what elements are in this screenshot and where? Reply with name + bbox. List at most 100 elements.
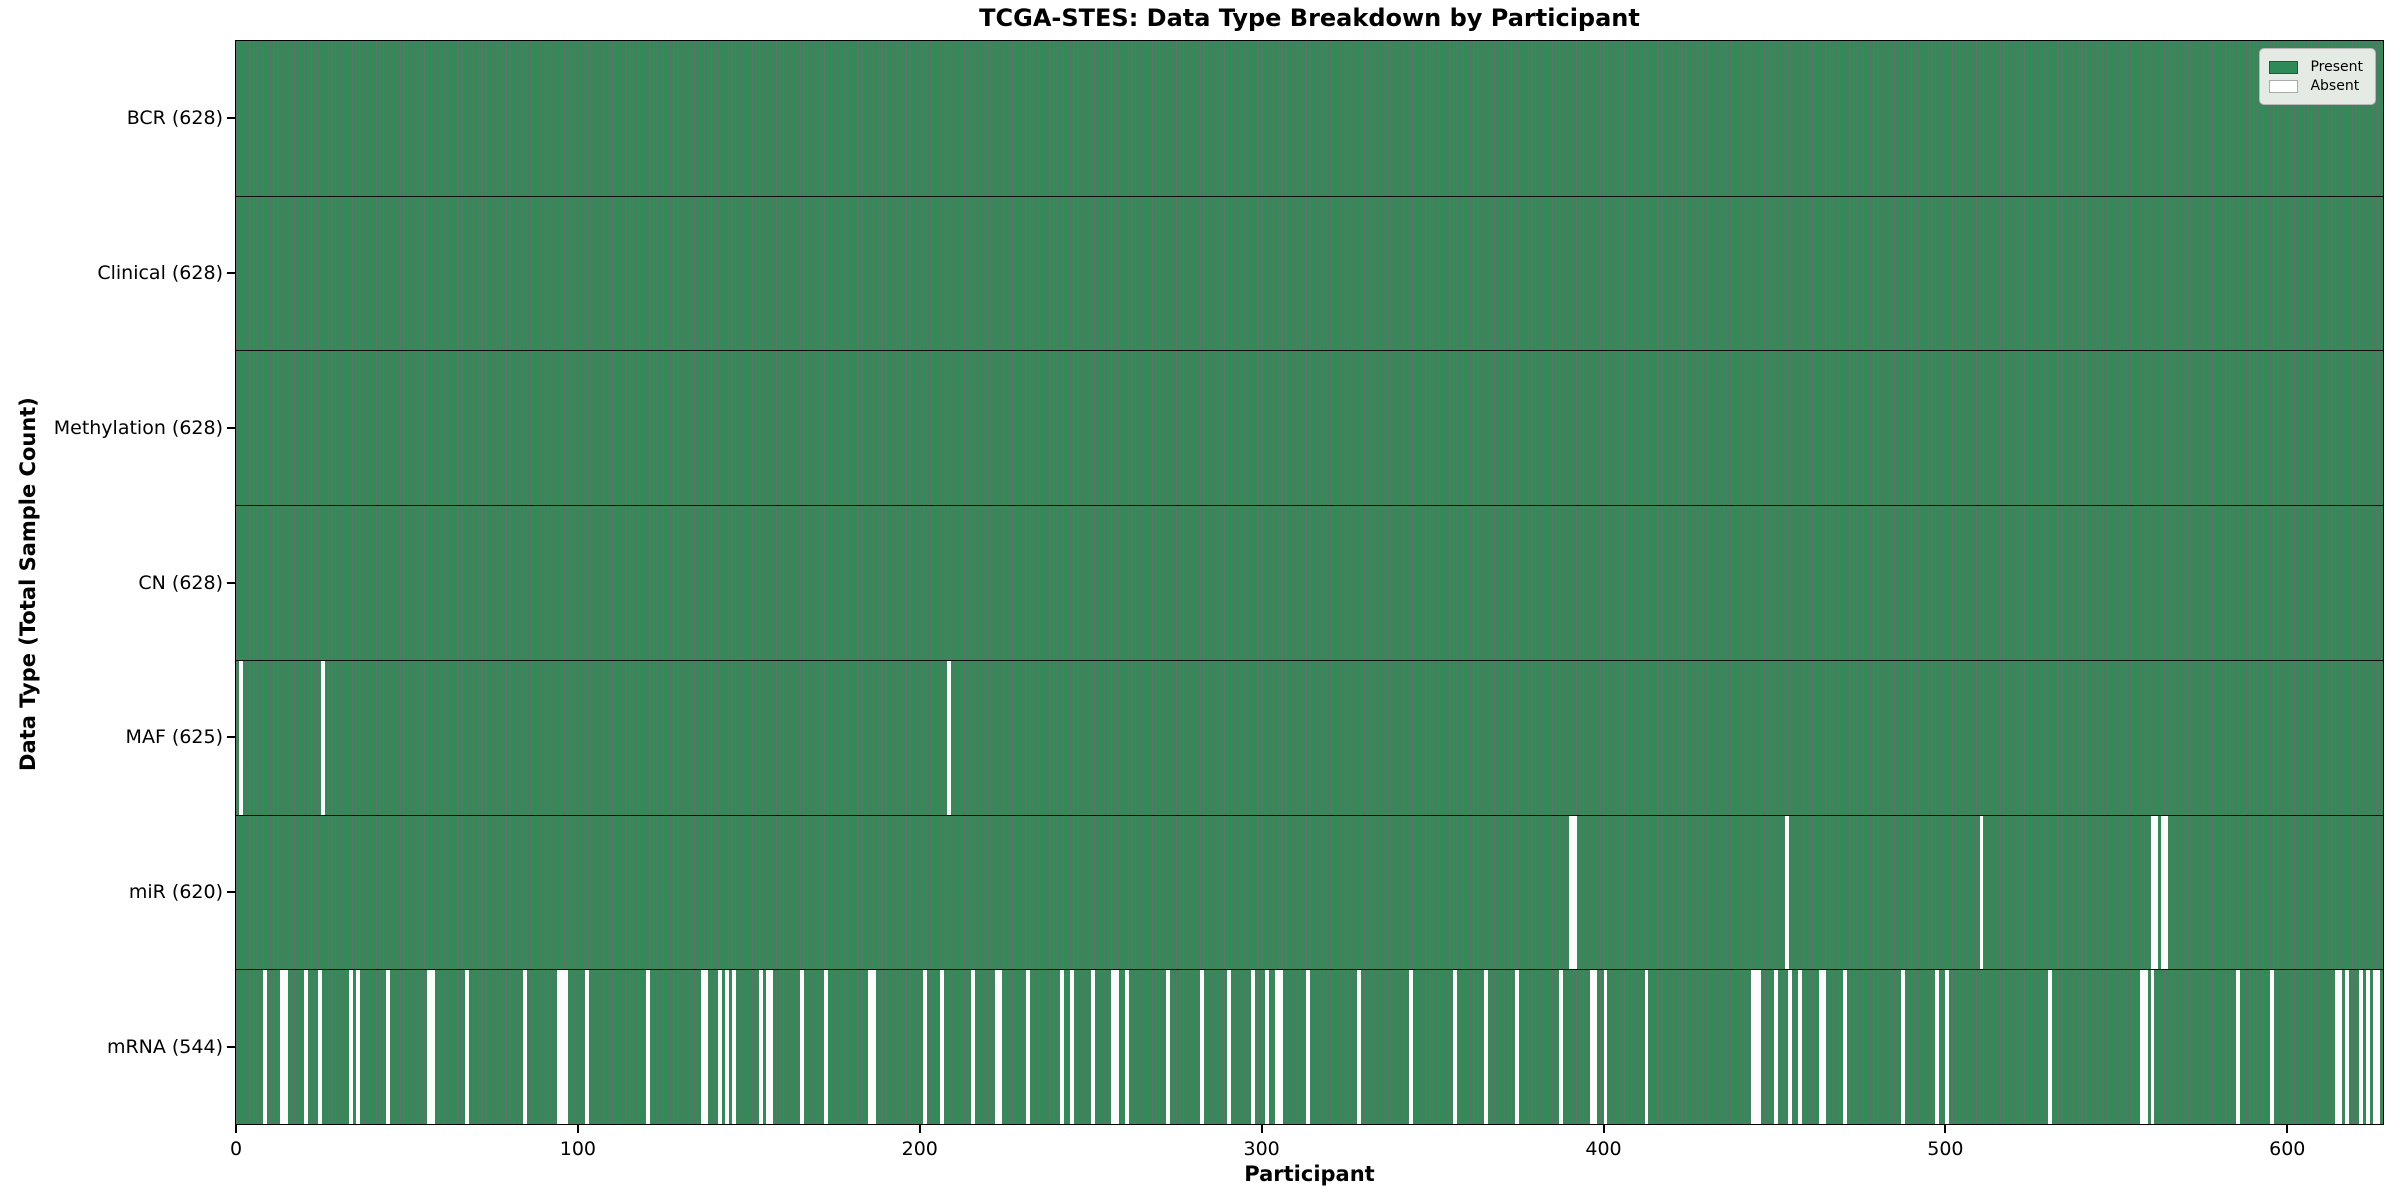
absent-stripe — [2270, 970, 2275, 1124]
absent-stripe — [523, 970, 528, 1124]
x-tick — [2286, 1125, 2289, 1133]
datatype-row-methylation — [236, 350, 2383, 506]
absent-stripe — [465, 970, 469, 1124]
absent-stripe — [304, 970, 309, 1124]
absent-stripe — [998, 970, 1003, 1124]
absent-stripe — [2338, 970, 2343, 1124]
absent-stripe — [1935, 970, 1940, 1124]
y-tick-label-bcr: BCR (628) — [126, 107, 223, 130]
absent-stripe — [355, 970, 360, 1124]
absent-stripe — [646, 970, 651, 1124]
absent-stripe — [2365, 970, 2370, 1124]
absent-stripe — [2140, 970, 2145, 1124]
absent-stripe — [1059, 970, 1064, 1124]
legend-entry-absent: Absent — [2269, 78, 2363, 94]
absent-stripe — [239, 660, 244, 815]
y-tick — [227, 272, 235, 275]
x-tick — [1260, 1125, 1263, 1133]
absent-stripe — [1818, 970, 1823, 1124]
absent-stripe — [2372, 970, 2377, 1124]
absent-stripe — [871, 970, 876, 1124]
absent-stripe — [718, 970, 722, 1124]
absent-stripe — [1114, 970, 1119, 1124]
absent-stripe — [2164, 815, 2169, 970]
absent-stripe — [1306, 970, 1310, 1124]
absent-stripe — [1090, 970, 1095, 1124]
legend-present-swatch — [2269, 60, 2299, 74]
absent-stripe — [1265, 970, 1269, 1124]
absent-stripe — [731, 970, 736, 1124]
absent-stripe — [824, 970, 828, 1124]
absent-stripe — [321, 660, 326, 815]
absent-stripe — [769, 970, 774, 1124]
legend-absent-swatch — [2269, 79, 2299, 93]
absent-stripe — [1900, 970, 1905, 1124]
absent-stripe — [1945, 970, 1950, 1124]
absent-stripe — [724, 970, 729, 1124]
absent-stripe — [1569, 815, 1574, 970]
absent-stripe — [2047, 970, 2052, 1124]
x-tick — [1944, 1125, 1947, 1133]
y-tick-label-clinical: Clinical (628) — [97, 262, 223, 285]
absent-stripe — [1842, 970, 1847, 1124]
absent-stripe — [1111, 970, 1116, 1124]
y-tick — [227, 426, 235, 429]
y-tick-label-methylation: Methylation (628) — [53, 416, 223, 439]
plot-area: Present Absent — [235, 40, 2384, 1125]
absent-stripe — [1798, 970, 1803, 1124]
y-tick-label-mrna: mRNA (544) — [106, 1035, 223, 1058]
absent-stripe — [1200, 970, 1204, 1124]
datatype-row-maf — [236, 659, 2383, 815]
absent-stripe — [1572, 815, 1577, 970]
absent-stripe — [263, 970, 268, 1124]
y-tick — [227, 117, 235, 120]
absent-stripe — [283, 970, 288, 1124]
absent-stripe — [994, 970, 999, 1124]
absent-stripe — [2345, 970, 2350, 1124]
y-tick-label-cn: CN (628) — [138, 571, 223, 594]
y-tick-label-mir: miR (620) — [128, 880, 223, 903]
absent-stripe — [2153, 815, 2158, 970]
absent-stripe — [1124, 970, 1129, 1124]
absent-stripe — [947, 660, 951, 815]
absent-stripe — [427, 970, 432, 1124]
absent-stripe — [318, 970, 322, 1124]
x-tick-label-600: 600 — [2269, 1138, 2306, 1160]
y-tick — [227, 736, 235, 739]
absent-stripe — [1784, 815, 1789, 970]
absent-stripe — [1278, 970, 1283, 1124]
absent-stripe — [1593, 970, 1598, 1124]
y-tick — [227, 581, 235, 584]
absent-stripe — [1251, 970, 1256, 1124]
absent-stripe — [1753, 970, 1758, 1124]
absent-stripe — [1165, 970, 1170, 1124]
x-tick — [576, 1125, 579, 1133]
absent-stripe — [1408, 970, 1413, 1124]
absent-stripe — [1275, 970, 1280, 1124]
datatype-row-bcr — [236, 41, 2383, 196]
absent-stripe — [923, 970, 928, 1124]
absent-stripe — [560, 970, 565, 1124]
x-tick-label-300: 300 — [1243, 1138, 1280, 1160]
x-tick-label-500: 500 — [1927, 1138, 1964, 1160]
absent-stripe — [940, 970, 945, 1124]
absent-stripe — [557, 970, 562, 1124]
x-tick-label-0: 0 — [229, 1138, 243, 1160]
absent-stripe — [2235, 970, 2240, 1124]
absent-stripe — [765, 970, 770, 1124]
legend-entry-present: Present — [2269, 59, 2363, 75]
y-tick-label-maf: MAF (625) — [125, 726, 223, 749]
datatype-row-mrna — [236, 969, 2383, 1124]
absent-stripe — [1644, 970, 1649, 1124]
absent-stripe — [1227, 970, 1232, 1124]
absent-stripe — [1979, 815, 1984, 970]
y-tick — [227, 890, 235, 893]
absent-stripe — [1559, 970, 1563, 1124]
absent-stripe — [2160, 815, 2165, 970]
absent-stripe — [2376, 970, 2381, 1124]
absent-stripe — [280, 970, 285, 1124]
absent-stripe — [1514, 970, 1519, 1124]
absent-stripe — [1025, 970, 1030, 1124]
absent-stripe — [2150, 970, 2155, 1124]
